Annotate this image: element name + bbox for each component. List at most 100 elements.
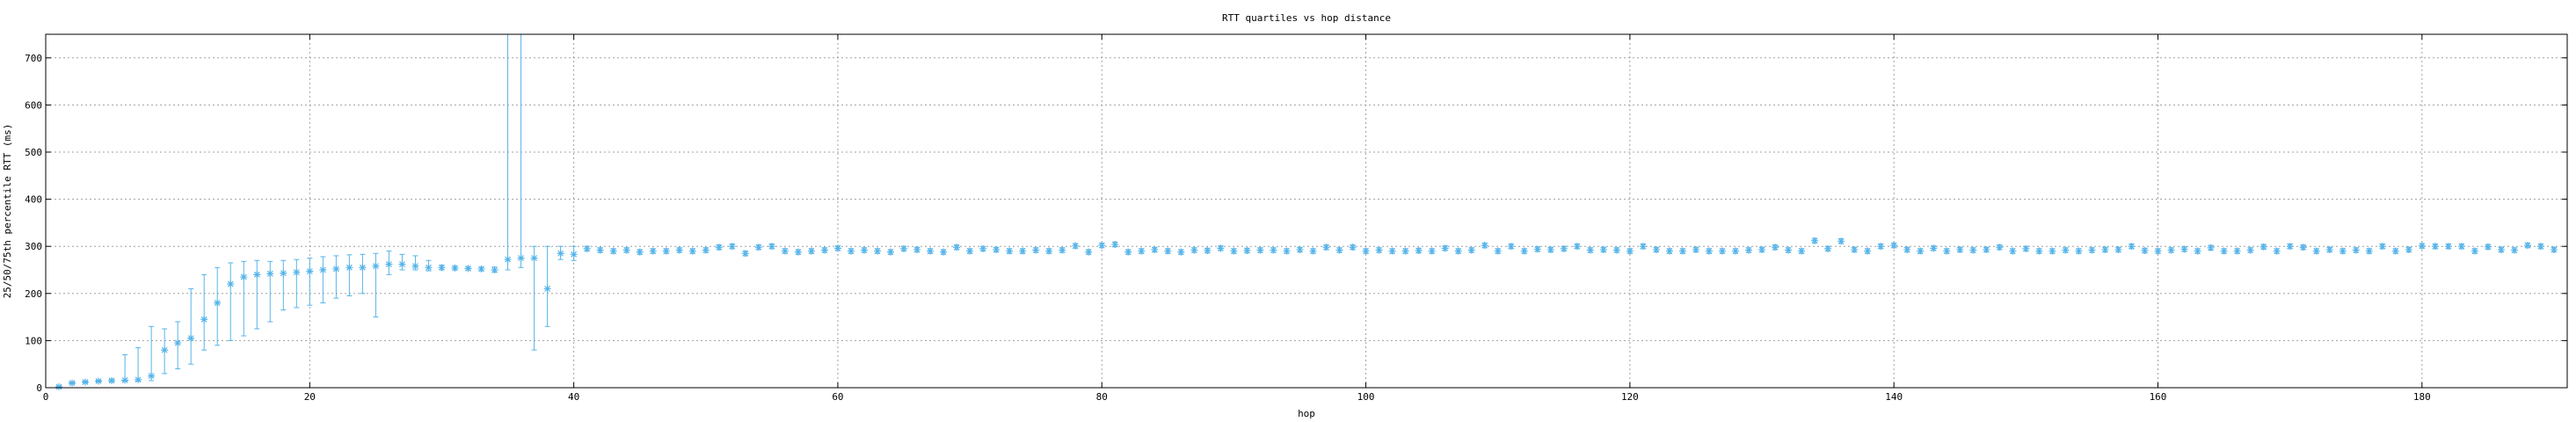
data-point bbox=[675, 246, 683, 254]
data-point bbox=[2325, 245, 2333, 253]
data-point bbox=[1494, 247, 1502, 255]
data-point bbox=[1811, 236, 1819, 244]
grid-lines bbox=[46, 34, 2567, 388]
data-point bbox=[2207, 244, 2215, 251]
data-point bbox=[543, 285, 551, 293]
data-point bbox=[2405, 245, 2412, 253]
y-tick-label: 400 bbox=[25, 194, 42, 206]
error-bars bbox=[56, 34, 2557, 389]
data-point bbox=[2365, 247, 2373, 255]
data-point bbox=[1467, 246, 1475, 254]
median-markers bbox=[55, 236, 2558, 390]
data-point bbox=[2536, 243, 2544, 251]
data-point bbox=[411, 262, 419, 270]
data-point bbox=[1309, 247, 1317, 255]
data-point bbox=[2273, 247, 2281, 255]
data-point bbox=[1111, 241, 1119, 249]
data-point bbox=[451, 264, 459, 272]
data-point bbox=[596, 246, 604, 254]
data-point bbox=[1533, 245, 1541, 253]
data-point bbox=[649, 247, 657, 255]
data-point bbox=[2246, 246, 2254, 254]
y-axis-label: 25/50/75th percentile RTT (ms) bbox=[2, 124, 13, 299]
data-point bbox=[900, 244, 908, 252]
data-point bbox=[702, 246, 709, 254]
data-point bbox=[1798, 247, 1806, 255]
data-point bbox=[2312, 247, 2320, 255]
data-point bbox=[2510, 246, 2518, 254]
data-point bbox=[557, 250, 564, 258]
data-point bbox=[1824, 244, 1832, 252]
data-point bbox=[306, 267, 314, 275]
data-point bbox=[1428, 247, 1436, 255]
data-point bbox=[253, 271, 261, 279]
x-tick-label: 40 bbox=[568, 391, 579, 403]
data-point bbox=[715, 244, 723, 251]
x-tick-label: 60 bbox=[832, 391, 843, 403]
x-tick-label: 160 bbox=[2150, 391, 2167, 403]
data-point bbox=[1190, 246, 1198, 254]
data-point bbox=[1546, 245, 1554, 253]
y-tick-label: 600 bbox=[25, 99, 42, 111]
data-point bbox=[2391, 247, 2399, 255]
data-point bbox=[504, 256, 512, 264]
data-point bbox=[860, 246, 868, 254]
data-point bbox=[2114, 245, 2122, 253]
data-point bbox=[609, 247, 617, 255]
data-point bbox=[1362, 247, 1370, 255]
data-point bbox=[1732, 247, 1740, 255]
data-point bbox=[741, 250, 749, 258]
data-point bbox=[2101, 245, 2109, 253]
data-point bbox=[2180, 245, 2188, 253]
data-point bbox=[464, 265, 472, 273]
data-point bbox=[1692, 245, 1699, 253]
data-point bbox=[1758, 245, 1766, 253]
data-point bbox=[2470, 247, 2478, 255]
data-point bbox=[2259, 243, 2267, 251]
data-point bbox=[2497, 245, 2505, 253]
x-tick-label: 180 bbox=[2413, 391, 2431, 403]
data-point bbox=[2299, 244, 2307, 251]
data-point bbox=[1322, 244, 1330, 251]
data-point bbox=[1772, 244, 1779, 251]
data-point bbox=[227, 280, 235, 288]
data-point bbox=[82, 378, 90, 386]
data-point bbox=[1124, 248, 1132, 256]
data-point bbox=[1296, 245, 1304, 253]
data-point bbox=[135, 375, 142, 383]
data-point bbox=[781, 247, 789, 255]
data-point bbox=[1864, 247, 1872, 255]
data-point bbox=[1983, 245, 1990, 253]
data-point bbox=[280, 269, 287, 277]
data-point bbox=[1243, 247, 1251, 255]
data-point bbox=[2220, 247, 2228, 255]
data-point bbox=[847, 247, 855, 255]
x-tick-label: 0 bbox=[43, 391, 49, 403]
data-point bbox=[2431, 243, 2439, 251]
y-tick-label: 0 bbox=[36, 382, 42, 394]
y-tick-label: 300 bbox=[25, 241, 42, 252]
data-point bbox=[293, 268, 301, 276]
data-point bbox=[2523, 242, 2531, 250]
data-point bbox=[953, 244, 961, 251]
data-point bbox=[1890, 242, 1898, 250]
data-point bbox=[1639, 243, 1647, 251]
data-point bbox=[398, 260, 406, 268]
data-point bbox=[1151, 245, 1159, 253]
data-point bbox=[2233, 247, 2241, 255]
data-point bbox=[438, 264, 446, 272]
data-point bbox=[807, 247, 815, 255]
data-point bbox=[1917, 247, 1925, 255]
data-point bbox=[873, 247, 881, 255]
data-point bbox=[1837, 237, 1845, 245]
data-point bbox=[2194, 247, 2201, 255]
data-point bbox=[1270, 246, 1277, 254]
data-point bbox=[2457, 243, 2465, 251]
data-point bbox=[1996, 244, 2004, 251]
data-point bbox=[2022, 244, 2030, 252]
data-point bbox=[1943, 247, 1951, 255]
data-point bbox=[1230, 247, 1238, 255]
data-point bbox=[1085, 248, 1093, 256]
chart-title: RTT quartiles vs hop distance bbox=[1222, 12, 1391, 24]
data-point bbox=[940, 248, 948, 256]
